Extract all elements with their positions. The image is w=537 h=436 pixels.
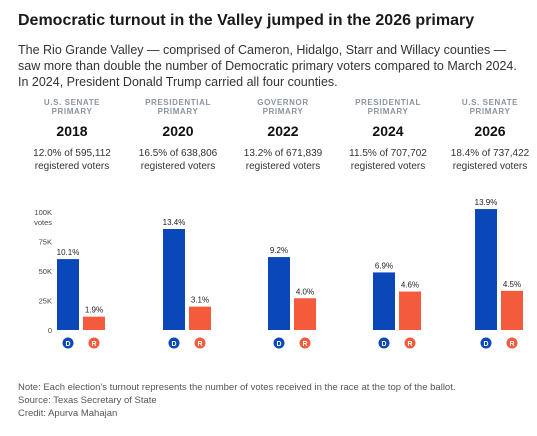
party-badge-D [168,337,180,349]
y-tick-label: 75K [39,238,52,247]
party-badge-label: D [483,341,488,348]
footer-credit: Credit: Apurva Mahajan [18,408,118,419]
party-badge-label: D [65,341,70,348]
turnout-text: 11.5% of 707,702 registered voters [349,148,427,172]
party-badge-label: D [171,341,176,348]
data-label: 4.6% [401,281,419,290]
election-header-2024: PRESIDENTIAL PRIMARY 2024 11.5% of 707,702 r… [338,98,438,173]
y-tick-label: 50K [39,267,52,276]
data-label: 3.1% [191,296,209,305]
data-label: 10.1% [57,248,80,257]
party-badge-label: R [509,341,514,348]
footer-note: Note: Each election's turnout represents… [18,382,456,393]
chart-subtitle: The Rio Grande Valley — comprised of Cam… [18,43,517,89]
year-label: 2020 [162,123,194,139]
bar-R-2020 [189,306,211,330]
party-badge-label: D [276,341,281,348]
election-header-2026: U.S. SENATE PRIMARY 2026 18.4% of 737,422 re… [440,98,537,173]
data-label: 1.9% [85,306,103,315]
bar-R-2026 [501,290,523,330]
bar-R-2024 [399,291,421,330]
race-label: PRESIDENTIAL PRIMARY [355,98,421,116]
party-badge-label: D [381,341,386,348]
turnout-text: 12.0% of 595,112 registered voters [33,148,111,172]
party-badge-R [299,337,311,349]
y-tick-label: 25K [39,297,52,306]
bar-D-2020 [163,228,185,330]
chart-title: Democratic turnout in the Valley jumped … [18,12,475,29]
bar-R-2018 [83,316,105,330]
y-tick-label: 0 [48,326,52,335]
party-badge-label: R [91,341,96,348]
party-badge-label: R [302,341,307,348]
party-badge-label: R [197,341,202,348]
party-badge-R [88,337,100,349]
party-badge-D [62,337,74,349]
footer: Note: Each election's turnout represents… [18,381,456,420]
bar-D-2018 [57,259,79,330]
election-header-2018: U.S. SENATE PRIMARY 2018 12.0% of 595,112 re… [22,98,122,173]
party-badge-D [273,337,285,349]
year-label: 2024 [372,123,404,139]
year-label: 2018 [56,123,88,139]
race-label: U.S. SENATE PRIMARY [43,98,101,116]
party-badge-R [506,337,518,349]
bar-D-2026 [475,209,497,330]
data-label: 13.4% [163,218,186,227]
footer-source: Source: Texas Secretary of State [18,395,157,406]
party-badge-label: R [407,341,412,348]
party-badge-D [480,337,492,349]
turnout-text: 13.2% of 671,839 registered voters [243,148,323,172]
party-badge-R [404,337,416,349]
turnout-text: 16.5% of 638,806 registered voters [138,148,218,172]
y-tick-label: 100K [34,208,52,217]
y-axis-label: votes [34,218,52,227]
election-header-2022: GOVERNOR PRIMARY 2022 13.2% of 671,839 regis… [233,98,333,173]
data-label: 4.5% [503,280,521,289]
turnout-text: 18.4% of 737,422 registered voters [450,148,530,172]
year-label: 2022 [267,123,299,139]
bar-D-2022 [268,257,290,330]
data-label: 13.9% [475,198,498,207]
race-label: GOVERNOR PRIMARY [257,98,309,116]
data-label: 4.0% [296,287,314,296]
bar-D-2024 [373,272,395,330]
data-label: 6.9% [375,261,393,270]
party-badge-D [378,337,390,349]
race-label: U.S. SENATE PRIMARY [461,98,519,116]
data-label: 9.2% [270,246,288,255]
year-label: 2026 [474,123,506,139]
bar-R-2022 [294,298,316,330]
election-header-2020: PRESIDENTIAL PRIMARY 2020 16.5% of 638,806 r… [128,98,228,173]
race-label: PRESIDENTIAL PRIMARY [145,98,211,116]
party-badge-R [194,337,206,349]
